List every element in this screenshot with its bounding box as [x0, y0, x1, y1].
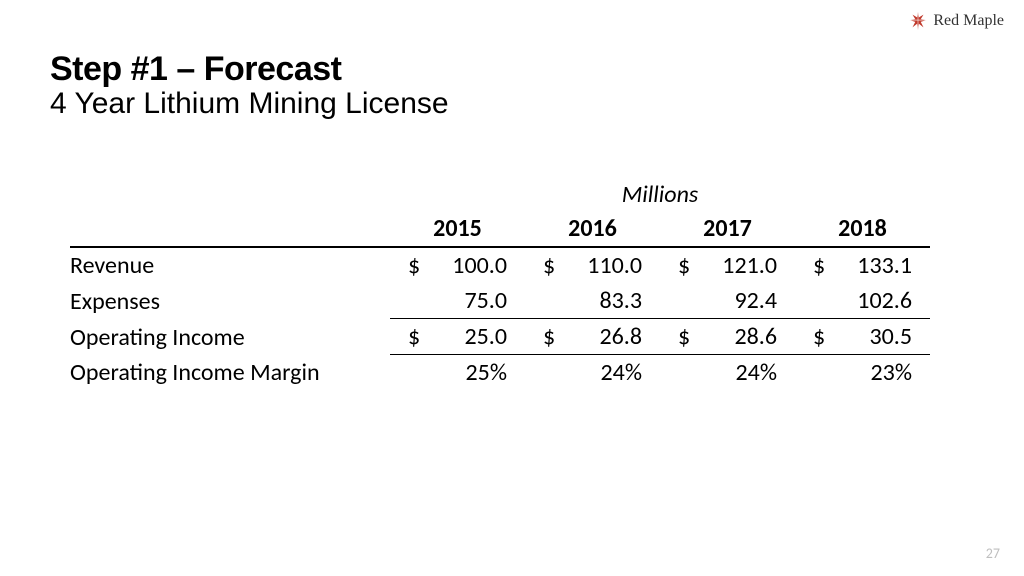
- cell-value: 24%: [557, 358, 642, 387]
- cell-value: 83.3: [557, 286, 642, 315]
- brand-name: Red Maple: [933, 12, 1004, 30]
- brand-logo: Red Maple: [907, 10, 1004, 32]
- cell-value: 102.6: [827, 286, 912, 315]
- cell-value: 100.0: [422, 251, 507, 280]
- slide-subtitle: 4 Year Lithium Mining License: [50, 87, 449, 121]
- cell-value: 75.0: [422, 286, 507, 315]
- cell-value: 30.5: [827, 322, 912, 351]
- table-row: Operating Income Margin 25% 24% 24% 23%: [70, 355, 930, 391]
- cell-value: 24%: [692, 358, 777, 387]
- table-row: Expenses 75.0 83.3 92.4 102.6: [70, 283, 930, 319]
- cell-value: 23%: [827, 358, 912, 387]
- cell-value: 28.6: [692, 322, 777, 351]
- page-number: 27: [986, 545, 1000, 562]
- row-label: Revenue: [70, 247, 390, 283]
- cell-value: 92.4: [692, 286, 777, 315]
- row-label: Operating Income Margin: [70, 355, 390, 391]
- cell-value: 110.0: [557, 251, 642, 280]
- row-label: Operating Income: [70, 319, 390, 355]
- table-header-row: 2015 2016 2017 2018: [70, 211, 930, 247]
- table-row: Revenue $100.0 $110.0 $121.0 $133.1: [70, 247, 930, 283]
- forecast-table: Millions 2015 2016 2017 2018 Revenue $10…: [70, 180, 930, 390]
- col-year: 2016: [525, 211, 660, 247]
- slide-title: Step #1 – Forecast: [50, 50, 449, 89]
- cell-value: 133.1: [827, 251, 912, 280]
- row-label: Expenses: [70, 283, 390, 319]
- cell-value: 121.0: [692, 251, 777, 280]
- cell-value: 25%: [422, 358, 507, 387]
- col-year: 2017: [660, 211, 795, 247]
- table-row: Operating Income $25.0 $26.8 $28.6 $30.5: [70, 319, 930, 355]
- data-table: 2015 2016 2017 2018 Revenue $100.0 $110.…: [70, 211, 930, 390]
- title-block: Step #1 – Forecast 4 Year Lithium Mining…: [50, 50, 449, 121]
- cell-value: 25.0: [422, 322, 507, 351]
- col-year: 2018: [795, 211, 930, 247]
- maple-leaf-icon: [907, 10, 929, 32]
- units-label: Millions: [390, 180, 930, 209]
- col-year: 2015: [390, 211, 525, 247]
- cell-value: 26.8: [557, 322, 642, 351]
